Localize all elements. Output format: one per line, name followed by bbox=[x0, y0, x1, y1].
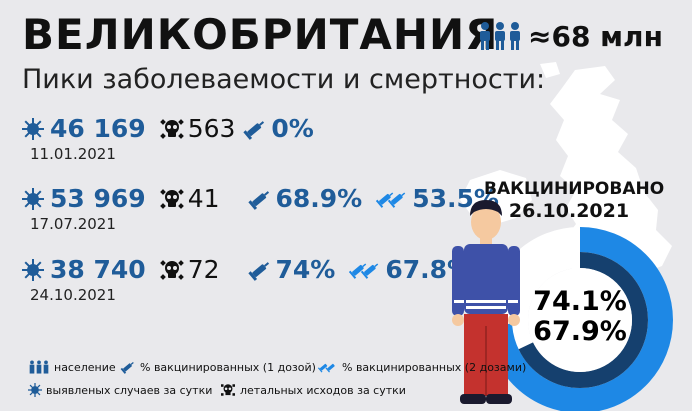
legend-item-two-doses: % вакцинированных (2 дозами) bbox=[318, 360, 526, 374]
people-icon bbox=[29, 360, 49, 374]
cases-value: 53 969 bbox=[50, 184, 146, 213]
peak-date: 24.10.2021 bbox=[30, 286, 116, 304]
population-block: ≈68 млн bbox=[478, 16, 663, 56]
page-title: ВЕЛИКОБРИТАНИЯ bbox=[22, 10, 499, 59]
skull-icon bbox=[159, 118, 184, 139]
donut-outer-arc bbox=[490, 227, 673, 411]
vaccinated-date: 26.10.2021 bbox=[508, 200, 630, 222]
legend-label: % вакцинированных (1 дозой) bbox=[140, 360, 316, 374]
donut-inner-arc bbox=[512, 252, 648, 388]
virus-icon bbox=[28, 383, 42, 397]
legend-item-population: население bbox=[28, 360, 116, 374]
vaccinated-one-dose-value: 74% bbox=[275, 255, 336, 284]
cases-value: 46 169 bbox=[50, 114, 146, 143]
virus-icon bbox=[22, 117, 44, 140]
syringe-icon bbox=[247, 190, 269, 210]
syringe-icon bbox=[243, 120, 265, 140]
skull-icon bbox=[159, 259, 184, 280]
two-syringes-icon bbox=[318, 363, 335, 373]
skull-icon bbox=[221, 384, 235, 396]
subtitle: Пики заболеваемости и смертности: bbox=[22, 64, 546, 95]
deaths-value: 72 bbox=[187, 255, 220, 284]
legend-item-cases: выявленых случаев за сутки bbox=[28, 383, 212, 397]
peak-date: 17.07.2021 bbox=[30, 215, 116, 233]
deaths-value: 41 bbox=[187, 184, 220, 213]
legend-item-one-dose: % вакцинированных (1 дозой) bbox=[120, 360, 316, 374]
donut-two-doses-label: 67.9% bbox=[533, 316, 627, 347]
vaccination-donut: 74.1% 67.9% bbox=[490, 227, 673, 411]
population-value: ≈68 млн bbox=[528, 19, 663, 53]
vaccinated-one-dose-value: 0% bbox=[271, 114, 314, 143]
legend-label: летальных исходов за сутки bbox=[240, 383, 406, 397]
peak-row: 53 969 41 68.9% 53.5% bbox=[22, 184, 499, 213]
legend-label: % вакцинированных (2 дозами) bbox=[342, 360, 527, 374]
vaccinated-label: ВАКЦИНИРОВАНО bbox=[484, 179, 665, 199]
peak-row: 38 740 72 74% 67.8% bbox=[22, 255, 472, 284]
syringe-icon bbox=[247, 261, 269, 281]
peak-row: 46 169 563 0% bbox=[22, 114, 314, 143]
virus-icon bbox=[22, 258, 44, 281]
people-icon bbox=[480, 22, 520, 50]
person-illustration bbox=[452, 200, 520, 404]
vaccinated-one-dose-value: 68.9% bbox=[275, 184, 363, 213]
virus-icon bbox=[22, 187, 44, 210]
legend-label: население bbox=[54, 360, 116, 374]
peak-date: 11.01.2021 bbox=[30, 145, 116, 163]
deaths-value: 563 bbox=[187, 114, 236, 143]
donut-center bbox=[528, 268, 632, 372]
cases-value: 38 740 bbox=[50, 255, 146, 284]
legend-item-deaths: летальных исходов за сутки bbox=[220, 383, 406, 397]
donut-one-dose-label: 74.1% bbox=[533, 286, 627, 317]
syringe-icon bbox=[120, 362, 134, 374]
vaccinated-title: ВАКЦИНИРОВАНО 26.10.2021 bbox=[484, 178, 665, 222]
skull-icon bbox=[159, 188, 184, 209]
two-syringes-icon bbox=[349, 262, 379, 279]
legend-label: выявленых случаев за сутки bbox=[46, 383, 213, 397]
two-syringes-icon bbox=[376, 191, 406, 208]
